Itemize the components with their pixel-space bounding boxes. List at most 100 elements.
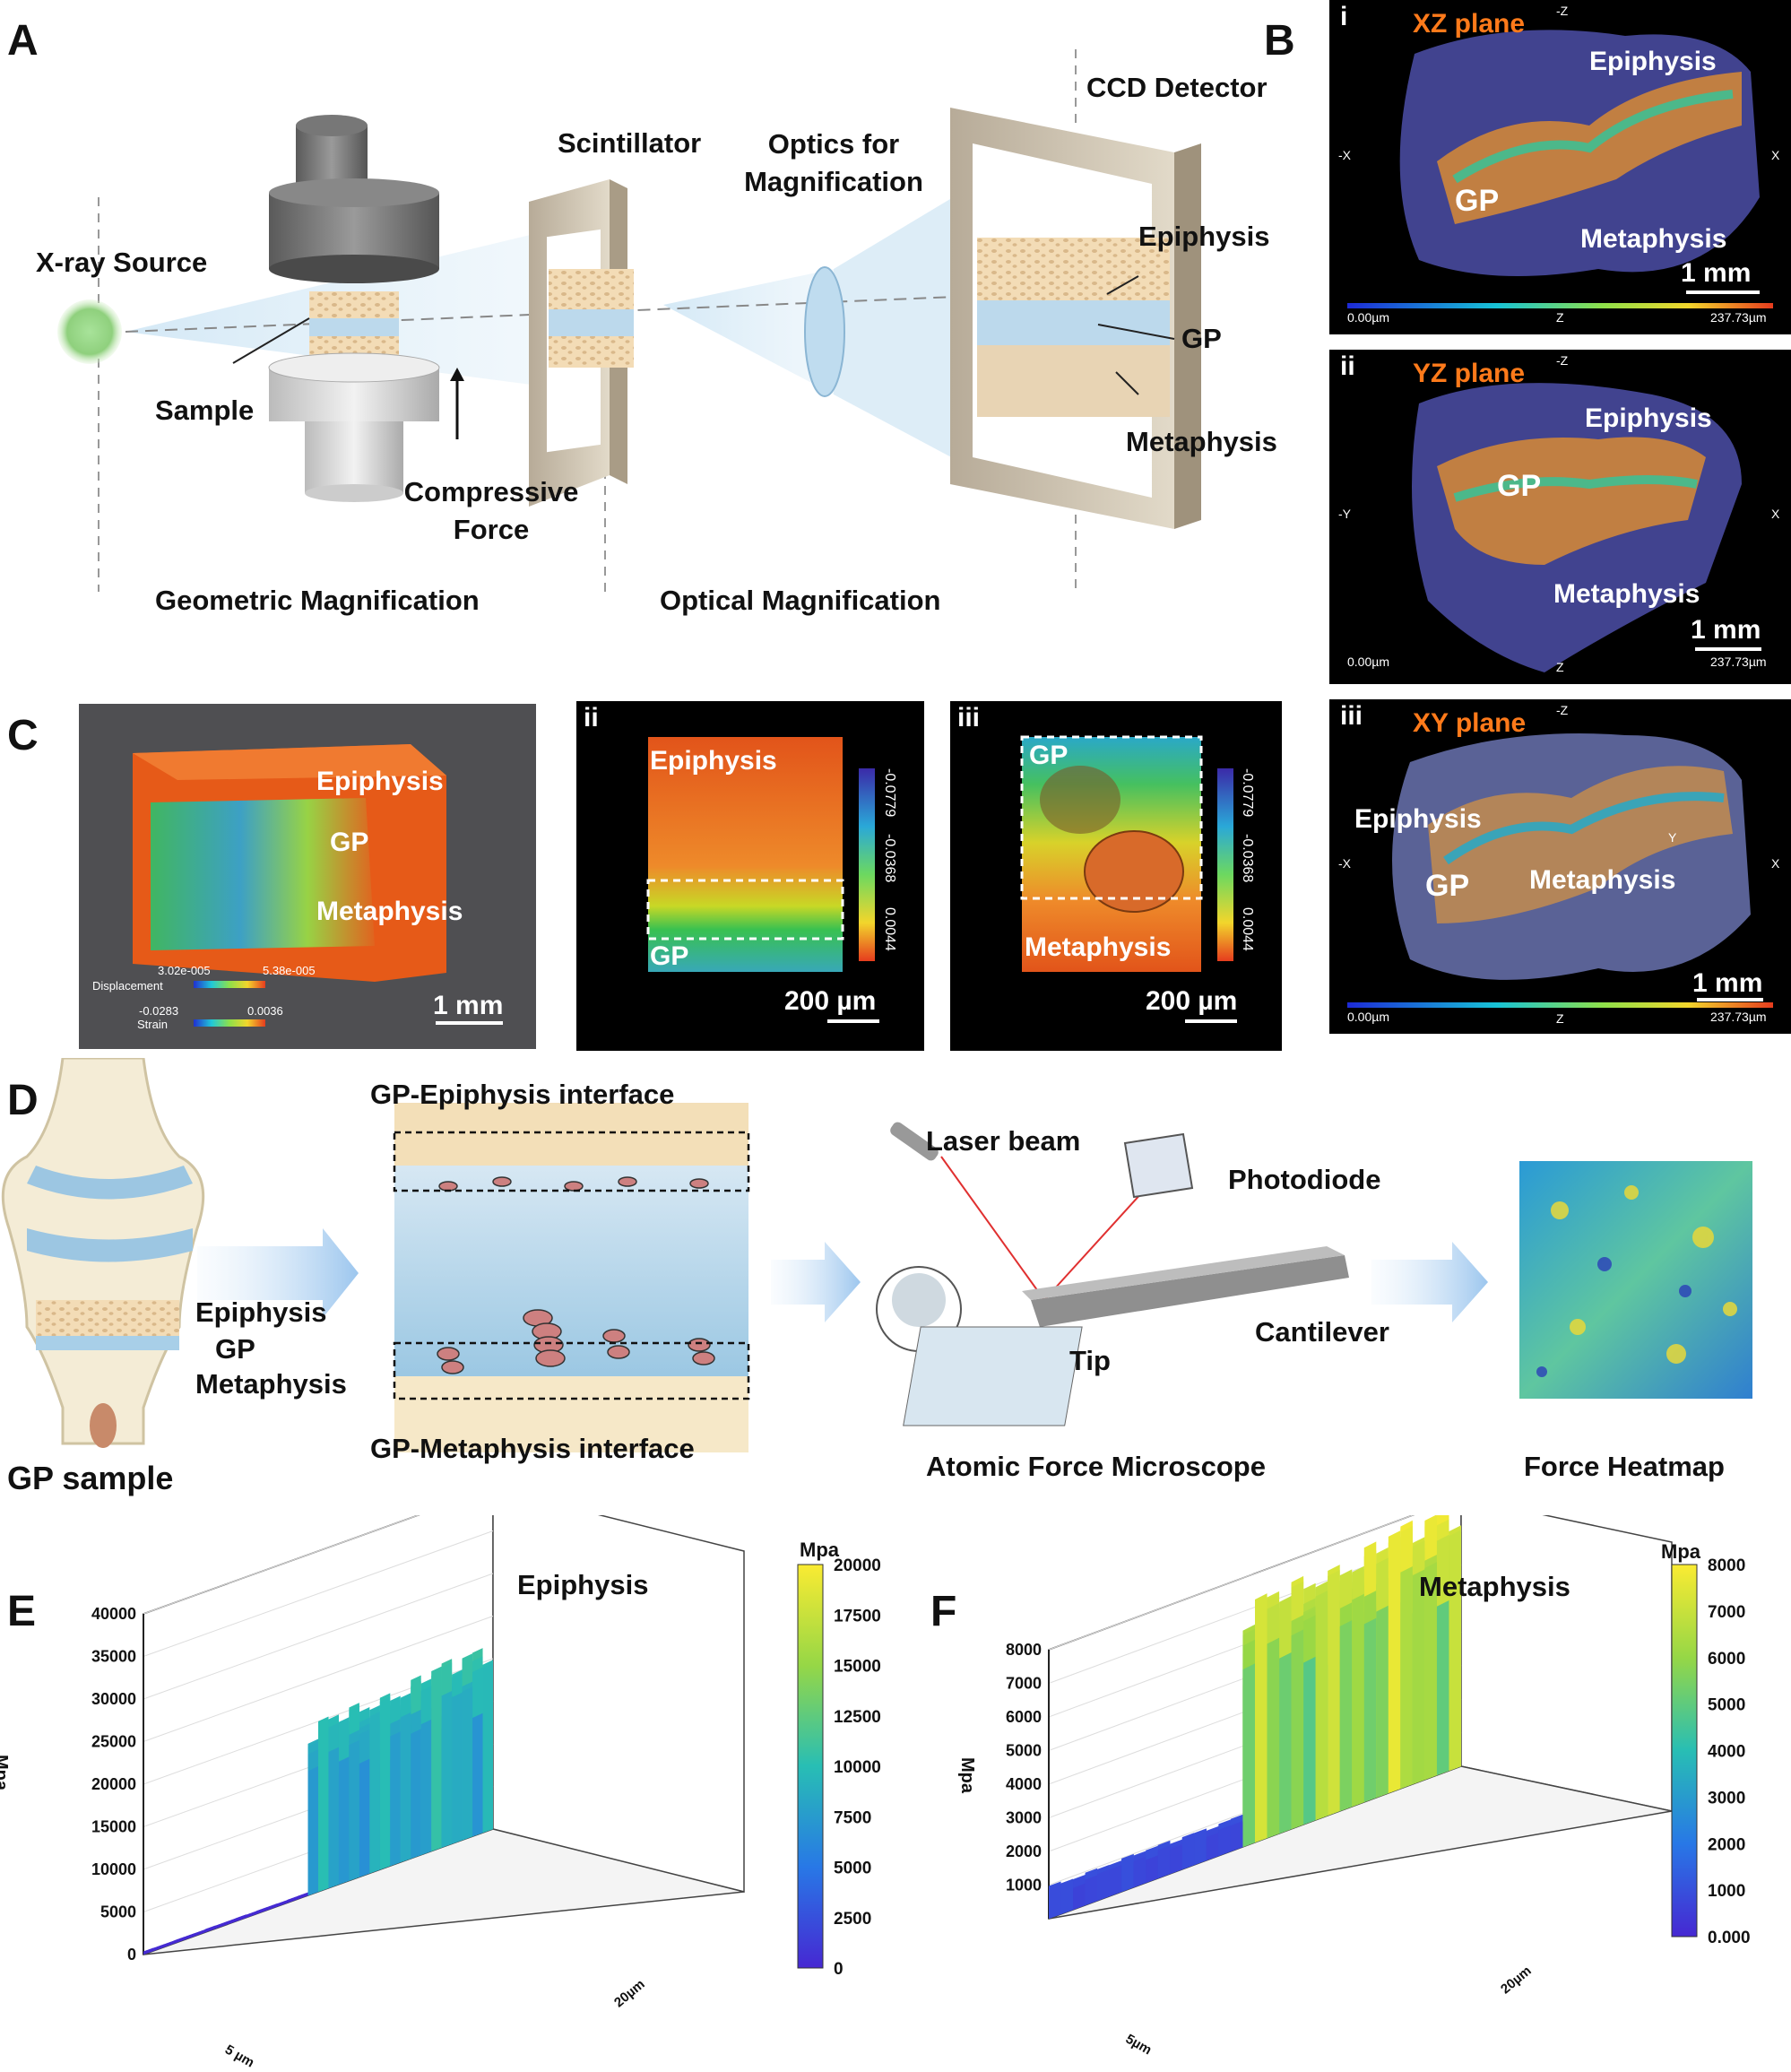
chart-surface-patch bbox=[1352, 1593, 1364, 1807]
chart-surface-patch bbox=[411, 1729, 421, 1859]
f-region-label: Metaphysis bbox=[1419, 1571, 1570, 1602]
c-i-image bbox=[133, 744, 446, 982]
b-iii-plane: XY plane bbox=[1413, 708, 1527, 738]
b-i-cbar-max: 237.73µm bbox=[1710, 310, 1767, 325]
chart-gridline bbox=[143, 1616, 494, 1742]
chart-surface-patch bbox=[1449, 1530, 1461, 1771]
panel-b-ii: ii YZ plane Epiphysis GP Metaphysis 1 mm… bbox=[1329, 350, 1791, 684]
panel-d-diagram bbox=[1, 1058, 1752, 1452]
chart-z-tick-label: 8000 bbox=[1006, 1641, 1042, 1659]
chart-surface-patch bbox=[1242, 1663, 1255, 1847]
chart-surface-patch bbox=[1436, 1600, 1449, 1775]
chart-colorbar-tick-label: 7500 bbox=[834, 1808, 871, 1827]
b-i-ax-right: X bbox=[1771, 148, 1780, 162]
c-iii-gp: GP bbox=[1029, 741, 1069, 770]
d-label-cantilever: Cantilever bbox=[1255, 1316, 1389, 1348]
chart-colorbar-tick-label: 17500 bbox=[834, 1607, 881, 1626]
b-iii-ax-top: -Z bbox=[1556, 703, 1569, 717]
e-cbar-title: Mpa bbox=[800, 1539, 839, 1561]
b-i-image bbox=[1347, 30, 1773, 308]
chart-colorbar-tick-label: 15000 bbox=[834, 1658, 881, 1677]
chart-surface-patch bbox=[153, 1944, 164, 1951]
chart-surface-patch bbox=[184, 1933, 195, 1940]
chart-gridline bbox=[143, 1515, 420, 1615]
chart-z-tick-label: 7000 bbox=[1006, 1675, 1042, 1693]
chart-surface-patch bbox=[472, 1712, 483, 1837]
chart-surface-patch bbox=[1181, 1834, 1195, 1869]
chart-surface-patch bbox=[1121, 1854, 1134, 1892]
panel-a-letter: A bbox=[7, 17, 39, 65]
chart-surface-patch bbox=[359, 1758, 370, 1877]
panel-f-letter: F bbox=[930, 1588, 957, 1635]
chart-surface-patch bbox=[1085, 1875, 1098, 1905]
panel-d-letter: D bbox=[7, 1077, 39, 1124]
c-i-strain-label: Strain bbox=[137, 1018, 168, 1031]
c-ii-epiphysis: Epiphysis bbox=[650, 746, 777, 776]
chart-surface-patch bbox=[1218, 1825, 1231, 1856]
chart-surface-patch bbox=[338, 1756, 350, 1885]
e-ylabel: Mpa bbox=[0, 1755, 11, 1790]
c-ii-scalebar bbox=[827, 1019, 879, 1023]
c-iii-num: iii bbox=[957, 703, 981, 733]
chart-z-tick-label: 0 bbox=[127, 1946, 136, 1964]
c-i-scalebar bbox=[436, 1021, 503, 1025]
chart-surface-patch bbox=[441, 1690, 453, 1848]
chart-surface-patch bbox=[163, 1941, 175, 1947]
d-label-metaphysis: Metaphysis bbox=[195, 1368, 347, 1400]
chart-colorbar-tick-label: 7000 bbox=[1708, 1603, 1745, 1622]
chart-colorbar-tick-label: 6000 bbox=[1708, 1650, 1745, 1669]
b-i-cbar-min: 0.00µm bbox=[1347, 310, 1389, 325]
b-i-plane: XZ plane bbox=[1413, 9, 1526, 39]
chart-colorbar bbox=[1671, 1564, 1698, 1938]
chart-surface-patch bbox=[1194, 1828, 1207, 1865]
c-i-strain-min: -0.0283 bbox=[139, 1004, 179, 1018]
b-ii-gp: GP bbox=[1497, 469, 1542, 503]
chart-z-tick-label: 30000 bbox=[91, 1690, 136, 1708]
b-i-scalebar bbox=[1686, 290, 1760, 294]
b-ii-cbar-max: 237.73µm bbox=[1710, 655, 1767, 669]
chart-surface-patch bbox=[1230, 1822, 1243, 1851]
chart-z-tick-label: 25000 bbox=[91, 1733, 136, 1751]
chart-surface-patch bbox=[318, 1716, 329, 1892]
chart-surface-patch bbox=[287, 1896, 298, 1903]
chart-surface-patch bbox=[369, 1712, 380, 1874]
label-a-epiphysis: Epiphysis bbox=[1138, 221, 1270, 252]
b-iii-cbar-max: 237.73µm bbox=[1710, 1010, 1767, 1024]
e-region-label: Epiphysis bbox=[517, 1569, 649, 1600]
d-label-gp-meta-interface: GP-Metaphysis interface bbox=[370, 1433, 695, 1464]
chart-surface-patch bbox=[1146, 1855, 1158, 1883]
b-iii-ax-bottom: Z bbox=[1556, 1011, 1564, 1026]
b-iii-ax-right: X bbox=[1771, 856, 1780, 871]
chart-surface-patch bbox=[1291, 1629, 1304, 1829]
b-i-num: i bbox=[1340, 2, 1348, 31]
chart-z-tick-label: 4000 bbox=[1006, 1775, 1042, 1793]
chart-surface-patch bbox=[1339, 1620, 1353, 1811]
panel-c-iii: iii GP Metaphysis -0.0779 -0.0368 0.0044… bbox=[950, 701, 1282, 1051]
d-label-afm: Atomic Force Microscope bbox=[926, 1451, 1266, 1482]
chart-surface-patch bbox=[1255, 1593, 1268, 1842]
f-cbar-title: Mpa bbox=[1661, 1540, 1700, 1563]
c-ii-cb3: 0.0044 bbox=[882, 907, 897, 951]
c-iii-cb3: 0.0044 bbox=[1240, 907, 1255, 951]
chart-surface-patch bbox=[1060, 1878, 1074, 1914]
chart-colorbar-tick-label: 4000 bbox=[1708, 1743, 1745, 1762]
b-i-ax-left: -X bbox=[1338, 148, 1351, 162]
c-i-epiphysis: Epiphysis bbox=[316, 767, 444, 796]
panel-c-letter: C bbox=[7, 712, 39, 759]
chart-surface-patch bbox=[298, 1893, 308, 1900]
chart-z-tick-label: 2000 bbox=[1006, 1842, 1042, 1860]
d-label-tip: Tip bbox=[1069, 1345, 1111, 1376]
b-ii-num: ii bbox=[1340, 351, 1355, 381]
c-ii-cb1: -0.0779 bbox=[882, 768, 897, 818]
b-i-scale: 1 mm bbox=[1681, 258, 1752, 288]
f-ylabel: Mpa bbox=[957, 1757, 977, 1793]
b-i-ax-top: -Z bbox=[1556, 4, 1569, 18]
label-compressive-force: Compressive Force bbox=[403, 476, 579, 545]
chart-surface-patch bbox=[431, 1666, 442, 1851]
chart-surface-patch bbox=[452, 1692, 463, 1844]
chart-surface-patch bbox=[277, 1900, 288, 1907]
chart-colorbar-tick-label: 2000 bbox=[1708, 1835, 1745, 1854]
panel-b-letter: B bbox=[1264, 17, 1295, 65]
b-ii-plane: YZ plane bbox=[1413, 359, 1526, 388]
b-ii-image bbox=[1412, 383, 1742, 672]
